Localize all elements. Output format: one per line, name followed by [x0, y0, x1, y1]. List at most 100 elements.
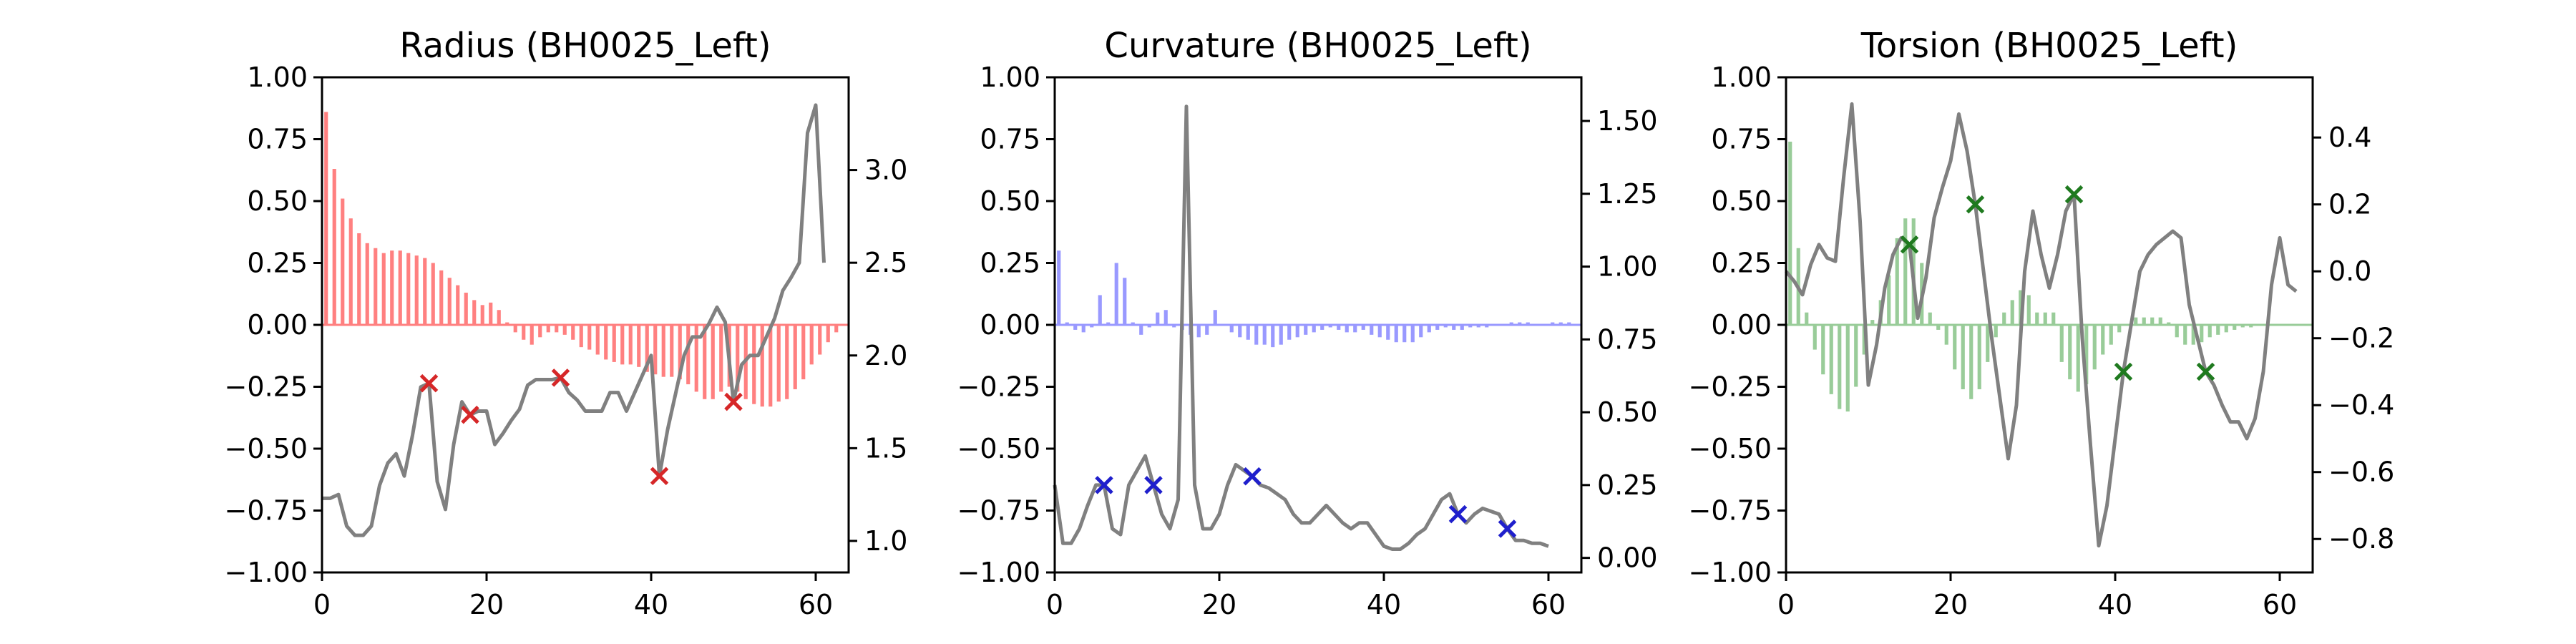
curvature-bar	[1518, 322, 1522, 325]
curvature-bar	[1328, 325, 1332, 328]
torsion-bar	[1854, 325, 1858, 387]
radius-bar	[818, 325, 822, 355]
curvature-panel: Curvature (BH0025_Left) 1.00 0.75 0.50 0.25…	[957, 26, 1658, 620]
curvature-x-tick-label: 0	[1046, 589, 1063, 620]
torsion-chart-title: Torsion (BH0025_Left)	[1860, 26, 2238, 66]
radius-right-tick-label: 2.5	[864, 247, 907, 278]
radius-bar	[670, 325, 674, 377]
torsion-bar	[2216, 325, 2220, 335]
radius-left-tick-label: −1.00	[225, 557, 308, 588]
torsion-bar	[2059, 325, 2064, 362]
radius-bar	[809, 325, 814, 365]
torsion-x-tick-label: 0	[1777, 589, 1795, 620]
curvature-bar	[1254, 325, 1259, 345]
radius-left-tick-label: 0.25	[247, 248, 308, 279]
curvature-left-tick-label: 0.75	[980, 124, 1040, 155]
radius-bar	[562, 325, 567, 335]
radius-bar	[645, 325, 649, 372]
torsion-bar	[2002, 312, 2006, 325]
curvature-bar	[1435, 325, 1440, 330]
torsion-left-tick-label: −0.50	[1689, 433, 1772, 464]
radius-bar	[703, 325, 707, 399]
torsion-left-tick-label: 0.50	[1711, 185, 1772, 217]
curvature-bar	[1081, 325, 1085, 333]
radius-bar	[579, 325, 583, 348]
radius-bar	[546, 325, 550, 333]
radius-peak-marker	[419, 374, 439, 393]
radius-bar	[620, 325, 625, 365]
curvature-bar	[1163, 310, 1168, 325]
torsion-bar	[2035, 312, 2039, 325]
radius-bar	[719, 325, 723, 392]
curvature-bar	[1353, 325, 1357, 333]
torsion-bar	[2175, 325, 2179, 338]
torsion-right-tick-label: −0.6	[2328, 457, 2394, 488]
curvature-bar	[1361, 325, 1365, 330]
curvature-right-tick-label: 0.75	[1597, 323, 1658, 355]
radius-bar	[686, 325, 691, 385]
torsion-bar	[2043, 312, 2047, 325]
torsion-left-tick-label: 0.00	[1711, 309, 1772, 341]
radius-bar	[341, 198, 345, 325]
torsion-bar	[2084, 325, 2089, 385]
curvature-bar	[1287, 325, 1292, 340]
torsion-bar	[2150, 317, 2155, 325]
curvature-bar	[1098, 295, 1102, 325]
curvature-bar	[1156, 312, 1160, 325]
radius-left-tick-label: −0.50	[225, 433, 308, 464]
curvature-right-tick-label: 1.00	[1597, 251, 1658, 283]
radius-x-tick-label: 0	[313, 589, 331, 620]
torsion-x-tick-label: 40	[2098, 589, 2132, 620]
curvature-right-tick-label: 0.50	[1597, 396, 1658, 428]
curvature-bar	[1345, 325, 1349, 333]
torsion-bar	[2109, 325, 2113, 345]
curvature-bar	[1271, 325, 1275, 348]
radius-bar	[324, 112, 328, 325]
torsion-panel: Torsion (BH0025_Left) 1.00 0.75 0.50 0.25 0.…	[1689, 26, 2395, 620]
curvature-x-tick-label: 20	[1202, 589, 1236, 620]
torsion-right-tick-label: −0.4	[2328, 389, 2394, 421]
radius-bar	[423, 258, 427, 325]
curvature-bar	[1485, 325, 1489, 328]
curvature-left-tick-label: −0.75	[957, 495, 1040, 527]
radius-bar	[472, 300, 477, 325]
curvature-bar	[1295, 325, 1299, 338]
torsion-bar	[2026, 295, 2031, 325]
curvature-bar	[1238, 325, 1242, 338]
curvature-bar	[1073, 325, 1078, 330]
radius-left-tick-label: −0.75	[225, 495, 308, 527]
curvature-bar	[1320, 325, 1324, 330]
radius-bar	[826, 325, 830, 343]
torsion-bar	[2134, 317, 2138, 325]
curvature-bar	[1139, 325, 1143, 335]
torsion-right-tick-label: 0.4	[2328, 122, 2371, 153]
radius-right-tick-label: 1.5	[864, 432, 907, 464]
radius-bar	[406, 253, 411, 325]
radius-bar	[513, 325, 517, 333]
radius-left-tick-label: 1.00	[247, 62, 308, 93]
radius-right-tick-label: 2.0	[864, 340, 907, 371]
torsion-bar	[2142, 317, 2146, 325]
radius-bar	[489, 302, 493, 325]
radius-bar	[637, 325, 641, 367]
torsion-right-tick-label: −0.2	[2328, 323, 2394, 354]
torsion-bar	[1813, 325, 1817, 350]
torsion-bar	[2191, 325, 2195, 345]
torsion-left-tick-label: −0.25	[1689, 371, 1772, 403]
torsion-bar	[1887, 275, 1891, 325]
radius-bar	[456, 285, 460, 325]
curvature-bar	[1419, 325, 1423, 338]
radius-bar	[447, 278, 452, 325]
curvature-right-tick-label: 0.25	[1597, 469, 1658, 501]
torsion-bar	[2076, 325, 2080, 392]
torsion-bar	[1870, 320, 1875, 325]
curvature-bar	[1427, 325, 1431, 333]
curvature-bar	[1452, 325, 1456, 330]
radius-bar	[834, 325, 839, 333]
radius-bar	[711, 325, 715, 399]
radius-bar	[555, 325, 559, 333]
radius-series-line	[322, 103, 826, 537]
curvature-bar	[1312, 325, 1316, 333]
torsion-bar	[1838, 325, 1842, 409]
